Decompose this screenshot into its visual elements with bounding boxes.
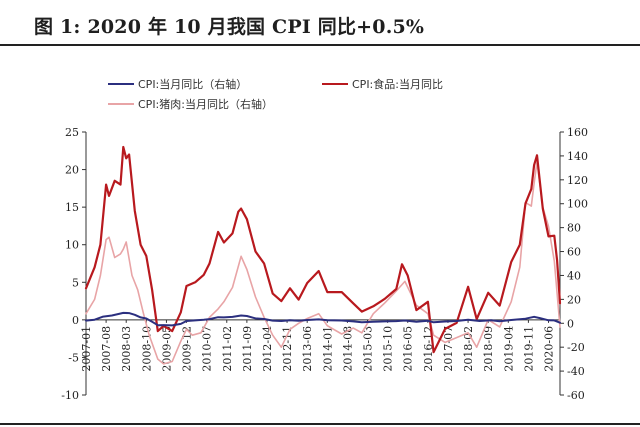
x-tick-label: 2007-01 <box>80 326 93 372</box>
x-tick-label: 2011-02 <box>221 326 234 372</box>
legend-label-1: CPI:当月同比（右轴） <box>138 77 247 91</box>
legend-label-2: CPI:食品:当月同比 <box>352 77 443 91</box>
left-tick-label: -5 <box>68 351 79 364</box>
series-lines <box>84 145 562 365</box>
x-tick-label: 2010-07 <box>201 326 214 372</box>
left-tick-label: 25 <box>65 126 79 139</box>
x-tick-label: 2008-10 <box>140 326 153 372</box>
x-tick-label: 2017-07 <box>442 326 455 372</box>
right-tick-label: 160 <box>567 126 588 139</box>
right-tick-label: -60 <box>567 389 585 402</box>
x-tick-label: 2008-03 <box>120 326 133 372</box>
right-tick-label: 80 <box>567 222 581 235</box>
right-tick-label: 120 <box>567 174 588 187</box>
right-tick-label: 0 <box>567 317 574 330</box>
axes: -10 -5 0 5 10 15 20 25 -60 -40 -20 0 20 40 60 80 100 120 1… <box>61 126 588 402</box>
right-tick-label: 60 <box>567 246 581 259</box>
x-tick-label: 2014-08 <box>341 326 354 372</box>
legend-label-3: CPI:猪肉:当月同比（右轴） <box>138 97 273 111</box>
series-line-1 <box>85 311 561 327</box>
left-tick-label: 5 <box>72 276 79 289</box>
x-tick-label: 2013-06 <box>301 326 314 372</box>
x-tick-label: 2009-05 <box>160 326 173 372</box>
right-tick-label: 100 <box>567 198 588 211</box>
x-tick-label: 2012-04 <box>261 326 274 372</box>
x-tick-label: 2011-09 <box>241 326 254 372</box>
x-tick-label: 2019-11 <box>522 326 535 372</box>
title-divider <box>0 44 640 46</box>
chart-title: 图 1: 2020 年 10 月我国 CPI 同比+0.5% <box>34 16 425 38</box>
x-tick-label: 2015-10 <box>382 326 395 372</box>
left-tick-label: 15 <box>65 201 79 214</box>
x-tick-label: 2019-04 <box>502 326 515 372</box>
right-tick-label: -20 <box>567 341 585 354</box>
x-tick-label: 2014-01 <box>321 326 334 372</box>
legend: CPI:当月同比（右轴） CPI:食品:当月同比 CPI:猪肉:当月同比（右轴） <box>108 77 443 111</box>
x-tick-label: 2015-03 <box>362 326 375 372</box>
series-line-2 <box>84 145 562 354</box>
right-tick-label: 20 <box>567 293 581 306</box>
x-tick-label: 2009-12 <box>181 326 194 372</box>
right-tick-label: 140 <box>567 150 588 163</box>
x-tick-label: 2016-05 <box>402 326 415 372</box>
right-tick-label: 40 <box>567 269 581 282</box>
left-tick-label: -10 <box>61 389 79 402</box>
x-tick-label: 2007-08 <box>100 326 113 372</box>
bottom-divider <box>0 423 640 425</box>
left-tick-label: 20 <box>65 164 79 177</box>
x-tick-label: 2018-09 <box>482 326 495 372</box>
right-tick-label: -40 <box>567 365 585 378</box>
x-tick-label: 2020-06 <box>543 326 556 372</box>
left-tick-label: 0 <box>72 314 79 327</box>
series-line-3 <box>85 161 561 365</box>
left-tick-label: 10 <box>65 239 79 252</box>
x-tick-label: 2012-11 <box>281 326 294 372</box>
x-tick-label: 2018-02 <box>462 326 475 372</box>
